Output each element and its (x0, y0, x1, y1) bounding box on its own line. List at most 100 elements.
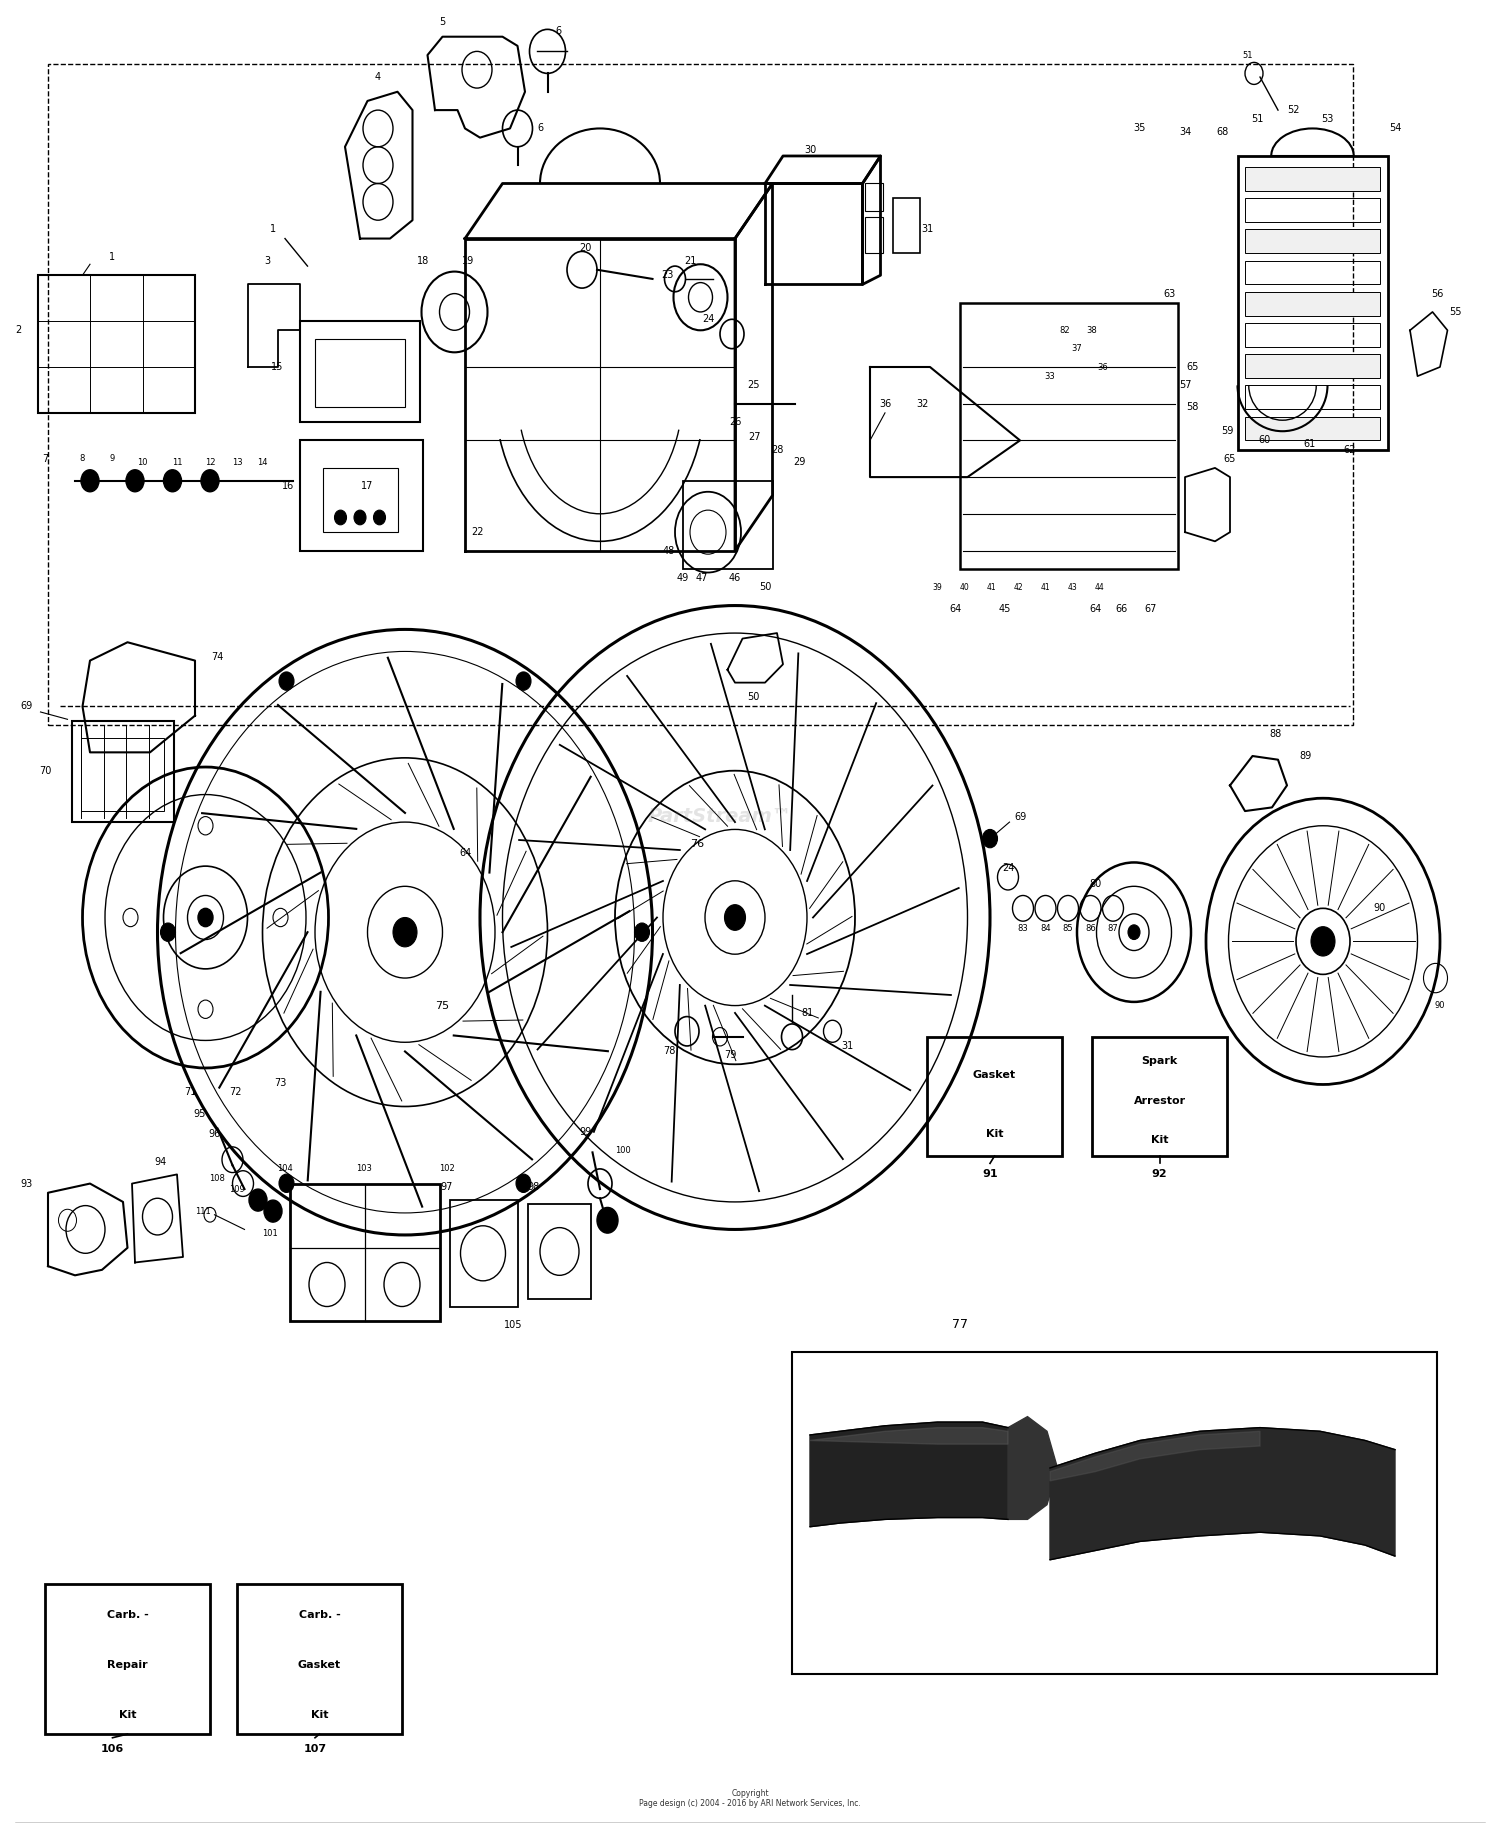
Circle shape (198, 908, 213, 927)
Text: 109: 109 (230, 1185, 244, 1193)
Bar (1245, 261, 1380, 284)
Text: 5: 5 (440, 17, 446, 28)
Polygon shape (810, 1428, 1008, 1444)
Text: 19: 19 (462, 255, 474, 266)
Text: 28: 28 (771, 444, 783, 455)
Text: 24: 24 (1002, 862, 1014, 873)
Bar (290, 1184, 440, 1321)
Bar (45, 1584, 210, 1734)
Circle shape (1311, 927, 1335, 956)
Text: 58: 58 (1186, 402, 1198, 413)
Bar (237, 1584, 402, 1734)
Text: 26: 26 (729, 417, 741, 428)
Text: 89: 89 (1299, 751, 1311, 762)
Text: 84: 84 (1040, 925, 1052, 932)
Text: 60: 60 (1258, 435, 1270, 446)
Bar (315, 339, 405, 407)
Text: 54: 54 (1389, 123, 1401, 134)
Bar (865, 184, 883, 211)
Text: 6: 6 (537, 123, 543, 134)
Circle shape (126, 470, 144, 492)
Text: 7: 7 (42, 453, 48, 464)
Text: 16: 16 (282, 481, 294, 492)
Text: 81: 81 (801, 1007, 813, 1018)
Bar (81, 738, 164, 811)
Text: 61: 61 (1304, 439, 1316, 450)
Text: 20: 20 (579, 242, 591, 253)
Circle shape (249, 1189, 267, 1211)
Text: 35: 35 (1134, 123, 1146, 134)
Text: 25: 25 (747, 380, 759, 391)
Text: 62: 62 (1344, 444, 1356, 455)
Text: Copyright
Page design (c) 2004 - 2016 by ARI Network Services, Inc.: Copyright Page design (c) 2004 - 2016 by… (639, 1789, 861, 1807)
Bar (1238, 156, 1388, 450)
Bar (300, 321, 420, 422)
Bar (48, 64, 1353, 725)
Text: 66: 66 (1116, 604, 1128, 615)
Text: 13: 13 (231, 459, 243, 466)
Polygon shape (1050, 1428, 1395, 1560)
Text: 90: 90 (1434, 1002, 1446, 1009)
Text: 106: 106 (100, 1743, 124, 1754)
Text: 11: 11 (171, 459, 183, 466)
Bar (927, 1037, 1062, 1156)
Text: 110: 110 (251, 1196, 266, 1204)
Text: 17: 17 (362, 481, 374, 492)
Text: 76: 76 (690, 839, 705, 850)
Bar (300, 440, 423, 550)
Text: 64: 64 (1089, 604, 1101, 615)
Text: 44: 44 (1095, 584, 1104, 591)
Text: 63: 63 (1164, 288, 1176, 299)
Text: 78: 78 (663, 1046, 675, 1057)
Bar (865, 217, 883, 253)
Text: 59: 59 (1221, 426, 1233, 437)
Circle shape (279, 1174, 294, 1193)
Text: 69: 69 (21, 701, 33, 712)
Text: 24: 24 (702, 314, 714, 325)
Text: 15: 15 (272, 361, 284, 373)
Circle shape (374, 510, 386, 525)
Text: 43: 43 (1068, 584, 1077, 591)
Circle shape (279, 672, 294, 690)
Circle shape (516, 672, 531, 690)
Text: 65: 65 (1224, 453, 1236, 464)
Text: 4: 4 (375, 72, 381, 83)
Text: 94: 94 (154, 1156, 166, 1167)
Text: 74: 74 (211, 651, 223, 662)
Text: 72: 72 (230, 1086, 242, 1097)
Text: 40: 40 (960, 584, 969, 591)
Text: 31: 31 (842, 1040, 854, 1051)
Bar (1245, 323, 1380, 347)
Text: 2: 2 (15, 325, 21, 336)
Text: 95: 95 (194, 1108, 206, 1119)
Text: 42: 42 (1014, 584, 1023, 591)
Text: 1: 1 (110, 251, 116, 262)
Bar (1245, 354, 1380, 378)
Text: Gasket: Gasket (298, 1661, 340, 1670)
Text: 90: 90 (1374, 903, 1386, 914)
Text: 82: 82 (1059, 327, 1071, 334)
Circle shape (264, 1200, 282, 1222)
Text: 46: 46 (729, 573, 741, 584)
Text: 108: 108 (210, 1174, 225, 1182)
Text: 49: 49 (676, 573, 688, 584)
Text: 92: 92 (1152, 1169, 1167, 1180)
Circle shape (164, 470, 182, 492)
Text: Spark: Spark (1142, 1055, 1178, 1066)
Text: 29: 29 (794, 457, 806, 468)
Text: 77: 77 (952, 1318, 968, 1332)
Bar (1245, 229, 1380, 253)
Bar (322, 468, 398, 532)
Text: 10: 10 (138, 459, 147, 466)
Text: 73: 73 (274, 1077, 286, 1088)
Text: 31: 31 (921, 224, 933, 235)
Bar (682, 481, 772, 569)
Text: Carb. -: Carb. - (298, 1609, 340, 1620)
Polygon shape (1050, 1431, 1260, 1481)
Bar (1245, 385, 1380, 409)
Text: 52: 52 (1287, 105, 1299, 116)
Text: 30: 30 (804, 145, 816, 156)
Polygon shape (810, 1422, 1008, 1527)
Text: 21: 21 (684, 255, 696, 266)
Polygon shape (1008, 1417, 1058, 1519)
